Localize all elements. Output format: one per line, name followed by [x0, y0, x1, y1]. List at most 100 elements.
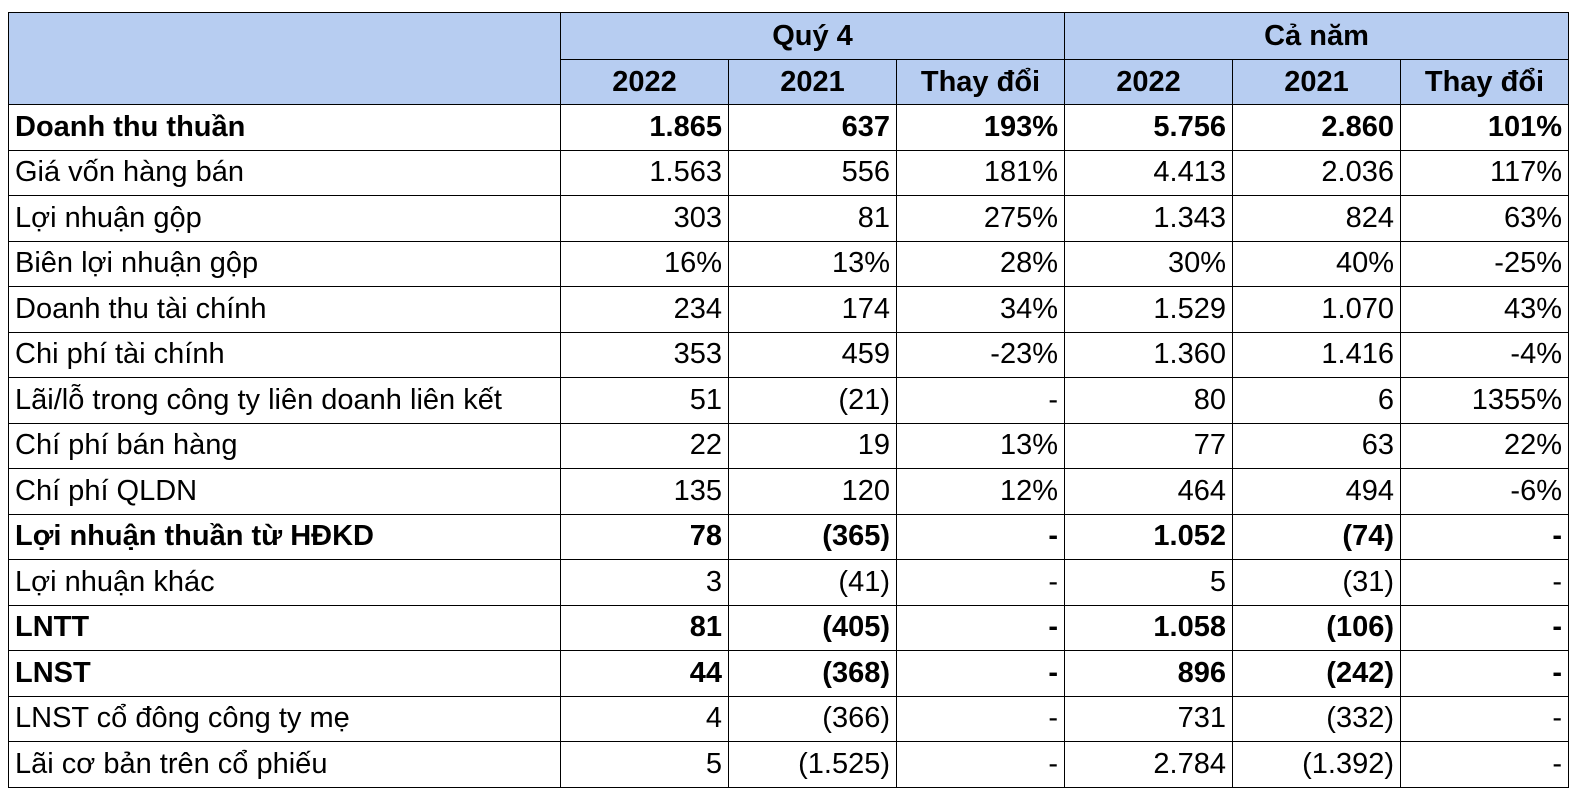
cell-year-2021: (1.392) — [1232, 741, 1401, 788]
cell-q4-2022: 44 — [560, 650, 729, 697]
table-row: LNTT 81 (405) -1.058 (106) - — [8, 604, 1569, 651]
financial-table-container: Quý 4 Cả năm 2022 2021 Thay đổi 2022 202… — [8, 12, 1569, 788]
cell-q4-change: - — [896, 559, 1065, 606]
cell-q4-2021: (1.525) — [728, 741, 897, 788]
cell-year-2022: 77 — [1064, 422, 1233, 469]
header-col-q4-2022: 2022 — [560, 59, 729, 105]
header-col-q4-2021: 2021 — [728, 59, 897, 105]
table-row: Lợi nhuận thuần từ HĐKD 78 (365) -1.052 (74)… — [8, 513, 1569, 560]
cell-q4-2021: 120 — [728, 468, 897, 515]
cell-year-2021: 2.860 — [1232, 104, 1401, 151]
cell-year-2021: (242) — [1232, 650, 1401, 697]
cell-q4-change: - — [896, 377, 1065, 424]
cell-q4-2022: 16% — [560, 240, 729, 287]
table-row: Doanh thu tài chính 234 174 34% 1.529 1.070 43… — [8, 286, 1569, 333]
row-label: Chi phí tài chính — [8, 331, 561, 378]
cell-year-2022: 1.529 — [1064, 286, 1233, 333]
cell-year-2021: 6 — [1232, 377, 1401, 424]
cell-year-2021: (332) — [1232, 695, 1401, 742]
table-row: LNST cổ đông công ty mẹ 4 (366) -731 (332) - — [8, 695, 1569, 742]
cell-year-change: 22% — [1400, 422, 1569, 469]
cell-year-2021: 2.036 — [1232, 149, 1401, 196]
header-row-groups: Quý 4 Cả năm — [8, 12, 1569, 105]
cell-year-2021: 63 — [1232, 422, 1401, 469]
cell-q4-2022: 22 — [560, 422, 729, 469]
cell-q4-2021: 19 — [728, 422, 897, 469]
cell-year-change: -25% — [1400, 240, 1569, 287]
cell-year-2021: 494 — [1232, 468, 1401, 515]
table-row: Lãi cơ bản trên cổ phiếu 5 (1.525) -2.784 (1… — [8, 741, 1569, 788]
cell-q4-2022: 78 — [560, 513, 729, 560]
cell-year-2022: 5 — [1064, 559, 1233, 606]
table-row: Lợi nhuận gộp 303 81 275% 1.343 824 63% — [8, 195, 1569, 242]
header-label-cell — [8, 12, 561, 105]
cell-q4-2022: 5 — [560, 741, 729, 788]
cell-q4-2021: (21) — [728, 377, 897, 424]
cell-q4-2021: 174 — [728, 286, 897, 333]
cell-q4-2021: (368) — [728, 650, 897, 697]
cell-q4-change: - — [896, 741, 1065, 788]
cell-year-2022: 80 — [1064, 377, 1233, 424]
cell-q4-2022: 135 — [560, 468, 729, 515]
cell-q4-change: - — [896, 513, 1065, 560]
cell-q4-2022: 234 — [560, 286, 729, 333]
cell-year-change: 101% — [1400, 104, 1569, 151]
cell-year-2022: 731 — [1064, 695, 1233, 742]
cell-q4-2021: 556 — [728, 149, 897, 196]
row-label: LNST — [8, 650, 561, 697]
cell-year-2021: (74) — [1232, 513, 1401, 560]
table-header: Quý 4 Cả năm 2022 2021 Thay đổi 2022 202… — [8, 12, 1569, 105]
cell-q4-2021: 459 — [728, 331, 897, 378]
cell-q4-2021: (365) — [728, 513, 897, 560]
row-label: Chí phí bán hàng — [8, 422, 561, 469]
cell-year-2022: 2.784 — [1064, 741, 1233, 788]
table-row: Biên lợi nhuận gộp 16% 13% 28% 30% 40% -25% — [8, 240, 1569, 287]
row-label: Lợi nhuận khác — [8, 559, 561, 606]
cell-year-change: - — [1400, 513, 1569, 560]
cell-year-2022: 30% — [1064, 240, 1233, 287]
table-row: LNST 44 (368) -896 (242) - — [8, 650, 1569, 697]
cell-q4-2022: 3 — [560, 559, 729, 606]
cell-q4-2021: (41) — [728, 559, 897, 606]
cell-q4-change: -23% — [896, 331, 1065, 378]
cell-year-2022: 1.058 — [1064, 604, 1233, 651]
cell-q4-2021: 13% — [728, 240, 897, 287]
header-group-q4: Quý 4 — [560, 12, 1065, 60]
cell-q4-change: 28% — [896, 240, 1065, 287]
cell-q4-2021: (405) — [728, 604, 897, 651]
cell-q4-change: - — [896, 650, 1065, 697]
cell-year-2022: 1.343 — [1064, 195, 1233, 242]
cell-year-2021: 824 — [1232, 195, 1401, 242]
cell-year-change: - — [1400, 741, 1569, 788]
cell-year-change: 63% — [1400, 195, 1569, 242]
row-label: Lãi/lỗ trong công ty liên doanh liên kết — [8, 377, 561, 424]
row-label: Giá vốn hàng bán — [8, 149, 561, 196]
table-row: Chí phí QLDN 135 120 12% 464 494 -6% — [8, 468, 1569, 515]
cell-year-2022: 1.360 — [1064, 331, 1233, 378]
table-body: Doanh thu thuần 1.865 637 193% 5.756 2.860 101… — [8, 104, 1569, 788]
cell-q4-2022: 1.865 — [560, 104, 729, 151]
cell-q4-2021: 81 — [728, 195, 897, 242]
cell-year-change: - — [1400, 559, 1569, 606]
row-label: Chí phí QLDN — [8, 468, 561, 515]
cell-year-change: 43% — [1400, 286, 1569, 333]
cell-year-2021: (106) — [1232, 604, 1401, 651]
header-col-year-change: Thay đổi — [1400, 59, 1569, 105]
table-row: Chí phí bán hàng 22 19 13% 77 63 22% — [8, 422, 1569, 469]
table-row: Doanh thu thuần 1.865 637 193% 5.756 2.860 101… — [8, 104, 1569, 151]
header-group-year: Cả năm — [1064, 12, 1569, 60]
cell-q4-change: - — [896, 695, 1065, 742]
cell-year-change: - — [1400, 650, 1569, 697]
cell-year-change: -6% — [1400, 468, 1569, 515]
row-label: Lợi nhuận gộp — [8, 195, 561, 242]
cell-q4-2022: 1.563 — [560, 149, 729, 196]
cell-year-2021: 1.070 — [1232, 286, 1401, 333]
cell-q4-2022: 353 — [560, 331, 729, 378]
cell-q4-change: 12% — [896, 468, 1065, 515]
cell-q4-change: 275% — [896, 195, 1065, 242]
table-row: Lợi nhuận khác 3 (41) -5 (31) - — [8, 559, 1569, 606]
cell-year-change: 1355% — [1400, 377, 1569, 424]
cell-year-change: - — [1400, 695, 1569, 742]
row-label: LNST cổ đông công ty mẹ — [8, 695, 561, 742]
row-label: Biên lợi nhuận gộp — [8, 240, 561, 287]
